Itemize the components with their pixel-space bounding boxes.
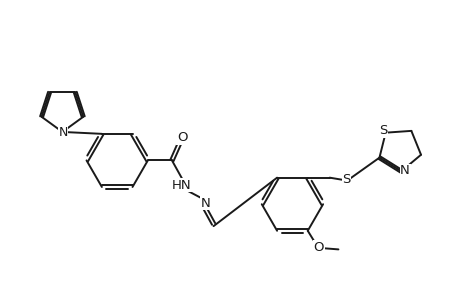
Text: N: N <box>200 196 210 210</box>
Text: HN: HN <box>172 178 191 191</box>
Text: S: S <box>378 124 386 137</box>
Text: N: N <box>399 164 409 177</box>
Text: O: O <box>176 131 187 145</box>
Text: S: S <box>341 173 350 186</box>
Text: O: O <box>313 241 323 254</box>
Text: N: N <box>58 126 67 139</box>
